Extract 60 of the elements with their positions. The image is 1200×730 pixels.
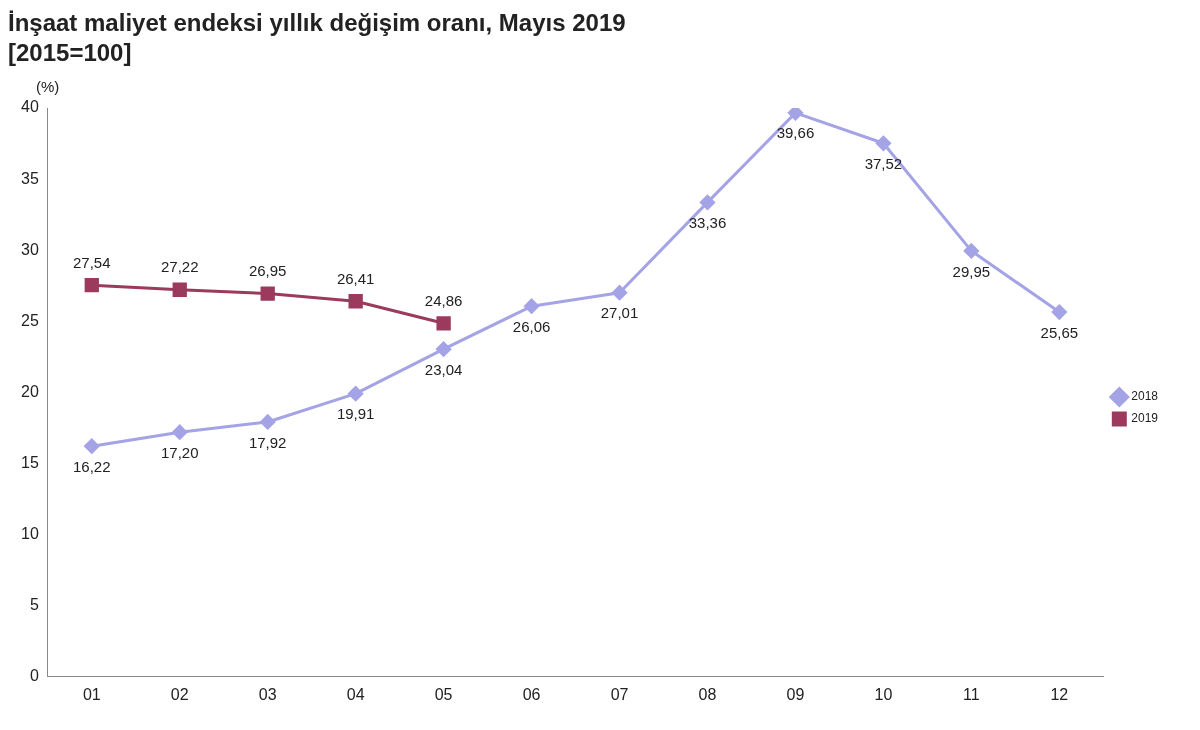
data-label: 27,22 [160, 258, 199, 276]
x-tick-label: 04 [346, 685, 365, 703]
chart-title: İnşaat maliyet endeksi yıllık değişim oranı, Mayıs 2019 [8, 8, 627, 38]
data-label: 17,20 [160, 443, 199, 461]
x-tick-label: 11 [963, 685, 980, 703]
point [260, 414, 276, 430]
data-label: 17,92 [248, 433, 287, 451]
x-tick-label: 02 [170, 685, 189, 703]
x-tick-label: 06 [522, 685, 541, 703]
x-tick-label: 07 [610, 685, 629, 703]
point [436, 341, 452, 357]
x-tick-label: 10 [874, 685, 893, 703]
data-label: 27,01 [600, 304, 639, 322]
data-label: 33,36 [688, 214, 727, 232]
data-label: 26,95 [248, 262, 287, 280]
point [524, 298, 540, 314]
x-tick-label: 09 [786, 685, 805, 703]
legend-label: 2019 [1131, 411, 1159, 426]
y-tick-label: 40 [21, 98, 39, 116]
point [348, 386, 364, 402]
point [436, 316, 451, 331]
y-axis-title: (%) [36, 78, 60, 95]
y-tick-label: 15 [21, 453, 39, 471]
chart-subtitle: [2015=100] [8, 38, 133, 68]
data-label: 39,66 [776, 124, 815, 142]
point [84, 278, 99, 293]
data-label: 19,91 [336, 405, 375, 423]
y-tick-label: 20 [21, 382, 39, 400]
y-tick-label: 25 [21, 311, 39, 329]
data-label: 26,06 [512, 317, 551, 335]
data-label: 23,04 [424, 360, 463, 378]
data-label: 37,52 [864, 154, 903, 172]
point [787, 108, 803, 121]
point [875, 135, 891, 151]
data-label: 25,65 [1040, 323, 1079, 341]
y-tick-label: 30 [21, 240, 39, 258]
y-tick-label: 0 [29, 667, 39, 685]
y-tick-label: 10 [21, 525, 39, 543]
point [1051, 304, 1067, 320]
x-tick-label: 01 [82, 685, 101, 703]
data-label: 29,95 [952, 262, 991, 280]
point [260, 286, 275, 301]
y-tick-label: 35 [21, 169, 39, 187]
point [348, 294, 363, 309]
point [699, 194, 715, 210]
x-tick-label: 05 [434, 685, 453, 703]
data-label: 27,54 [73, 253, 111, 271]
data-label: 16,22 [73, 457, 111, 475]
x-tick-label: 03 [258, 685, 277, 703]
point [172, 282, 187, 297]
point [84, 438, 100, 454]
point [172, 424, 188, 440]
x-tick-label: 08 [698, 685, 717, 703]
point [612, 285, 628, 301]
x-tick-label: 12 [1050, 685, 1069, 703]
data-label: 26,41 [336, 269, 375, 287]
point [963, 243, 979, 259]
legend-label: 2018 [1131, 389, 1159, 404]
data-label: 24,86 [424, 291, 463, 309]
y-tick-label: 5 [29, 596, 39, 614]
